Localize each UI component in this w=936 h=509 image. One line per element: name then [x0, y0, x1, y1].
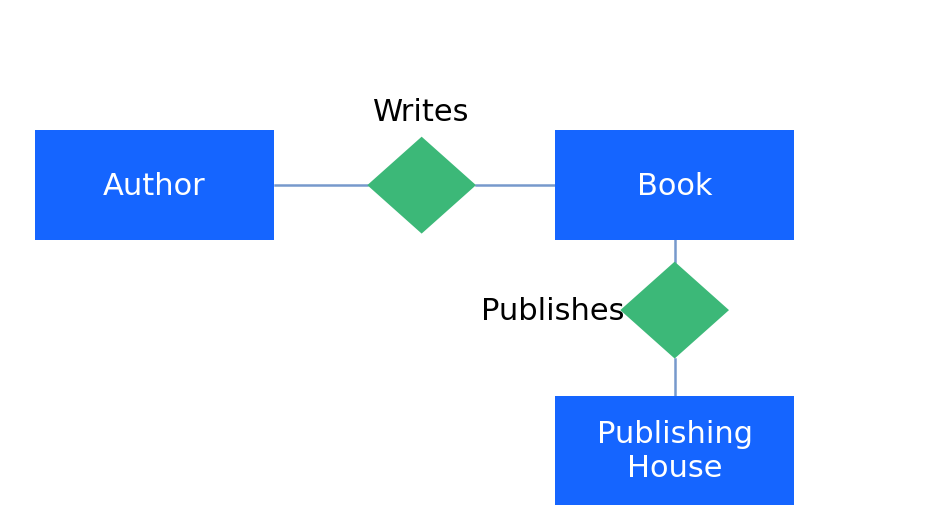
Text: Writes: Writes — [373, 98, 469, 126]
Text: Book: Book — [636, 172, 711, 200]
Text: Author: Author — [103, 172, 206, 200]
Text: Publishes: Publishes — [480, 296, 624, 325]
Text: Publishing
House: Publishing House — [596, 419, 752, 482]
